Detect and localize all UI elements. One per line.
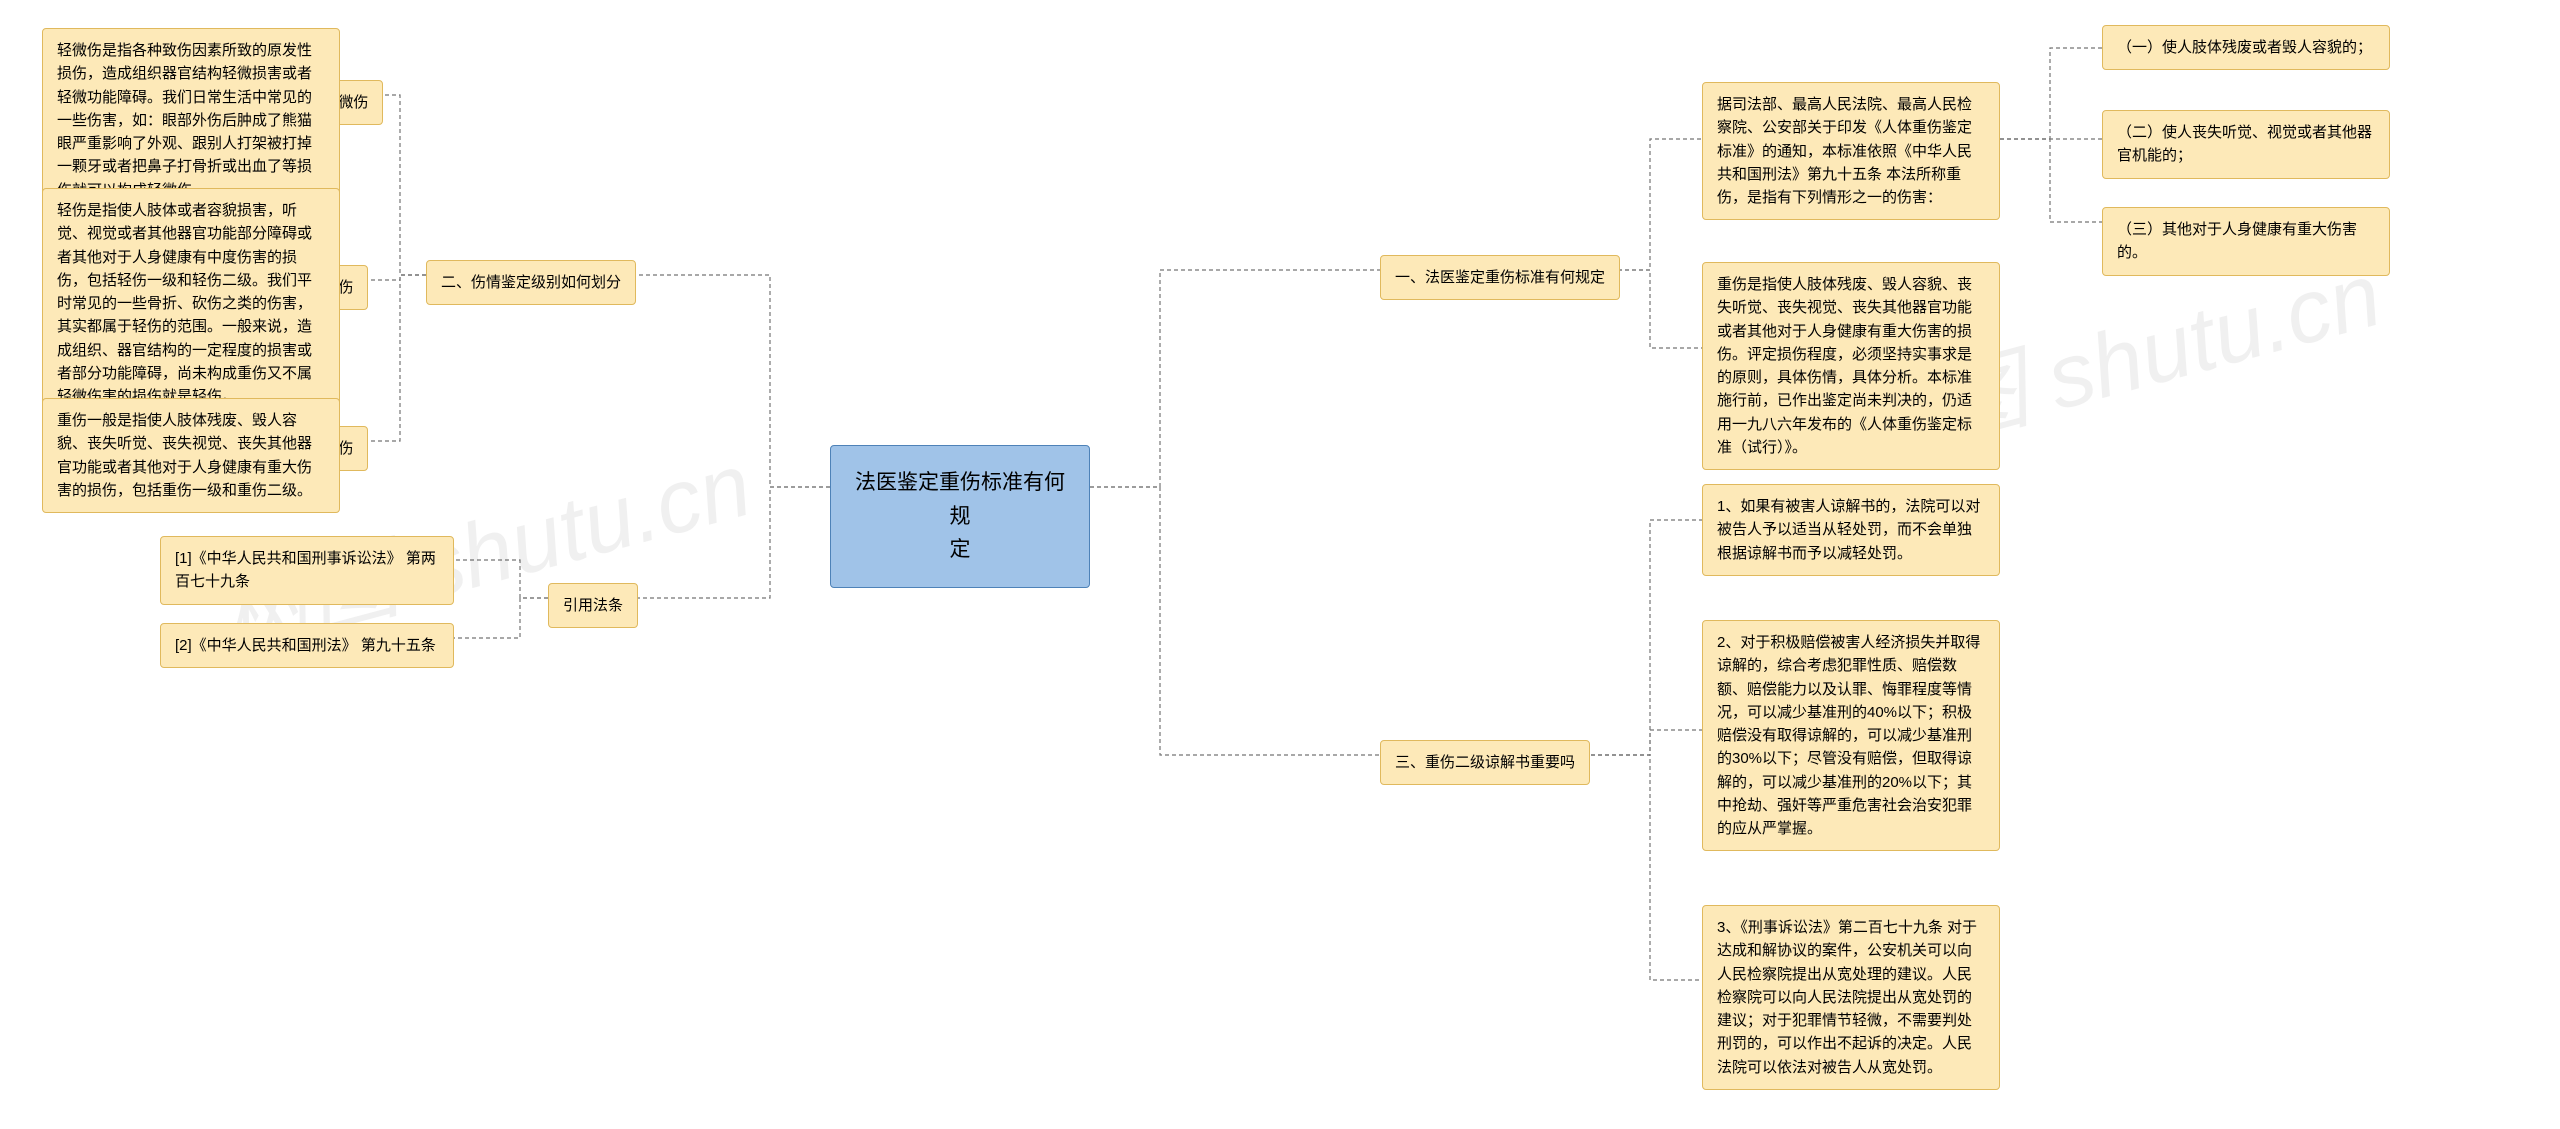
right-b2-c1: 1、如果有被害人谅解书的，法院可以对被告人予以适当从轻处罚，而不会单独根据谅解书… (1702, 484, 2000, 576)
branch-left-1: 二、伤情鉴定级别如何划分 (426, 260, 636, 305)
left-b1-c1-text: 轻微伤是指各种致伤因素所致的原发性损伤，造成组织器官结构轻微损害或者轻微功能障碍… (42, 28, 340, 213)
branch-right-1: 一、法医鉴定重伤标准有何规定 (1380, 255, 1620, 300)
branch-right-3: 三、重伤二级谅解书重要吗 (1380, 740, 1590, 785)
root-title-line1: 法医鉴定重伤标准有何规 (855, 471, 1065, 528)
right-b1-detail-2: 重伤是指使人肢体残废、毁人容貌、丧失听觉、丧失视觉、丧失其他器官功能或者其他对于… (1702, 262, 2000, 470)
root-node: 法医鉴定重伤标准有何规 定 (830, 445, 1090, 588)
left-b2-c1: [1]《中华人民共和国刑事诉讼法》 第两百七十九条 (160, 536, 454, 605)
right-b1-c1-c: （三）其他对于人身健康有重大伤害的。 (2102, 207, 2390, 276)
left-b1-c2-text: 轻伤是指使人肢体或者容貌损害，听觉、视觉或者其他器官功能部分障碍或者其他对于人身… (42, 188, 340, 419)
left-b2-c2: [2]《中华人民共和国刑法》 第九十五条 (160, 623, 454, 668)
right-b1-c1-a: （一）使人肢体残废或者毁人容貌的； (2102, 25, 2390, 70)
root-title-line2: 定 (950, 538, 971, 561)
right-b2-c2: 2、对于积极赔偿被害人经济损失并取得谅解的，综合考虑犯罪性质、赔偿数额、赔偿能力… (1702, 620, 2000, 851)
branch-left-citations: 引用法条 (548, 583, 638, 628)
right-b1-detail-1: 据司法部、最高人民法院、最高人民检察院、公安部关于印发《人体重伤鉴定标准》的通知… (1702, 82, 2000, 220)
left-b1-c3-text: 重伤一般是指使人肢体残废、毁人容貌、丧失听觉、丧失视觉、丧失其他器官功能或者其他… (42, 398, 340, 513)
right-b1-c1-b: （二）使人丧失听觉、视觉或者其他器官机能的； (2102, 110, 2390, 179)
right-b2-c3: 3、《刑事诉讼法》第二百七十九条 对于达成和解协议的案件，公安机关可以向人民检察… (1702, 905, 2000, 1090)
